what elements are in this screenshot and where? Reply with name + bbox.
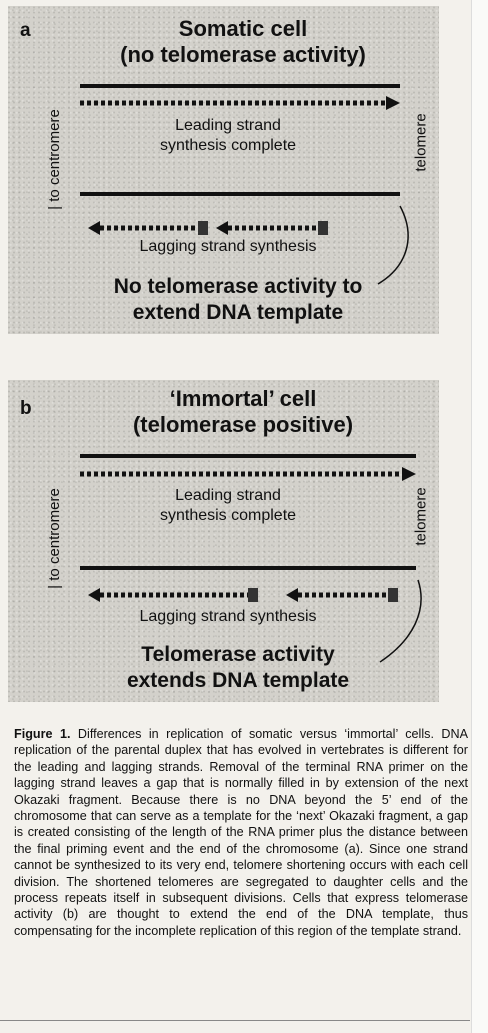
outcome-line2: extend DNA template	[48, 300, 428, 326]
outcome-label: No telomerase activity to extend DNA tem…	[48, 274, 428, 326]
caption-text: Differences in replication of somatic ve…	[14, 727, 468, 938]
lagging-arrowhead-1	[88, 588, 100, 602]
lagging-arrowhead-1	[88, 221, 100, 235]
leading-label-line1: Leading strand	[68, 486, 388, 506]
rna-primer-1	[248, 588, 258, 602]
outcome-line2: extends DNA template	[48, 668, 428, 694]
outcome-line1: No telomerase activity to	[48, 274, 428, 300]
leading-label-line2: synthesis complete	[68, 506, 388, 526]
rna-primer-1	[198, 221, 208, 235]
leading-arrowhead	[386, 96, 400, 110]
leading-label: Leading strand synthesis complete	[68, 116, 388, 156]
right-label: telomere	[413, 487, 430, 545]
left-label: | to centromere	[46, 488, 63, 589]
rna-primer-2	[318, 221, 328, 235]
right-label: telomere	[413, 113, 430, 171]
figure-panel-b: b ‘Immortal’ cell (telomerase positive) …	[8, 380, 439, 702]
left-label: | to centromere	[46, 109, 63, 210]
outcome-label: Telomerase activity extends DNA template	[48, 642, 428, 694]
figure-caption: Figure 1. Differences in replication of …	[14, 726, 468, 939]
caption-label: Figure 1.	[14, 727, 70, 741]
rna-primer-2	[388, 588, 398, 602]
leading-label: Leading strand synthesis complete	[68, 486, 388, 526]
bottom-rule	[0, 1020, 470, 1021]
lagging-label: Lagging strand synthesis	[78, 608, 378, 626]
lagging-label: Lagging strand synthesis	[78, 238, 378, 256]
gap-pointer	[378, 206, 408, 284]
lagging-arrowhead-2	[286, 588, 298, 602]
outcome-line1: Telomerase activity	[48, 642, 428, 668]
leading-arrowhead	[402, 467, 416, 481]
figure-panel-a: a Somatic cell (no telomerase activity) …	[8, 6, 439, 334]
page-edge	[471, 0, 488, 1033]
lagging-arrowhead-2	[216, 221, 228, 235]
leading-label-line1: Leading strand	[68, 116, 388, 136]
leading-label-line2: synthesis complete	[68, 136, 388, 156]
